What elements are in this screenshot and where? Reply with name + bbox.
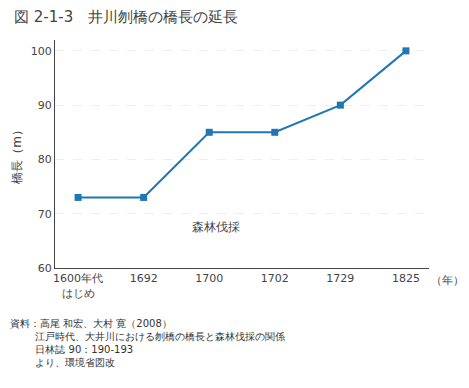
svg-text:1692: 1692 <box>130 272 158 285</box>
svg-text:1600年代はじめ: 1600年代はじめ <box>53 272 103 299</box>
svg-text:1702: 1702 <box>261 272 289 285</box>
svg-text:1700: 1700 <box>195 272 223 285</box>
svg-text:100: 100 <box>31 45 52 58</box>
svg-text:橋長（m）: 橋長（m） <box>10 124 24 184</box>
svg-text:80: 80 <box>38 153 52 166</box>
svg-text:資料：高尾 和宏、大村 寛（2008） 江戸時: 資料：高尾 和宏、大村 寛（2008） 江戸時代、大井川における刎橋の橋長と森林… <box>10 318 285 368</box>
svg-text:60: 60 <box>38 262 52 275</box>
svg-text:90: 90 <box>38 99 52 112</box>
svg-text:70: 70 <box>38 208 52 221</box>
svg-text:図 2-1-3 井川刎橋の橋長の延長: 図 2-1-3 井川刎橋の橋長の延長 <box>14 8 238 26</box>
svg-text:森林伐採: 森林伐採 <box>192 220 240 234</box>
svg-text:（年）: （年） <box>431 274 464 287</box>
svg-text:1729: 1729 <box>326 272 354 285</box>
svg-text:1825: 1825 <box>392 272 420 285</box>
